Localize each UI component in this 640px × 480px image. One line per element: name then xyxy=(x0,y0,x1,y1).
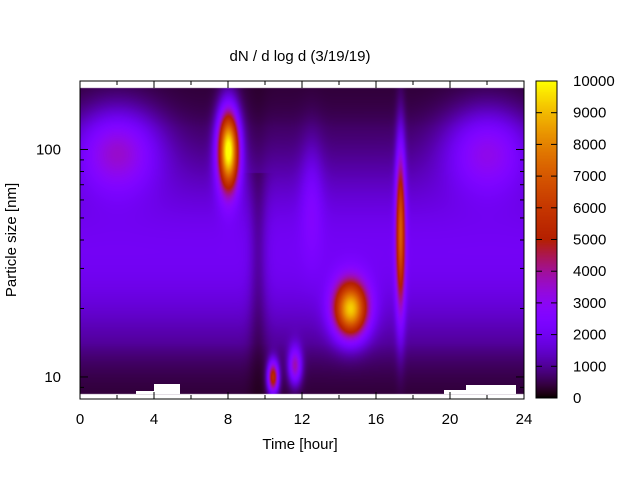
missing-data-patch xyxy=(154,384,180,394)
colorbar-tick-label: 0 xyxy=(573,390,581,407)
y-axis-label: Particle size [nm] xyxy=(3,183,20,297)
heatmap-plot-area xyxy=(79,80,525,400)
colorbar: 0 1000 2000 3000 4000 5000 6000 7000 8000 9000 100… xyxy=(535,73,615,407)
x-tick-label: 16 xyxy=(368,411,385,428)
x-tick-label: 0 xyxy=(76,411,84,428)
colorbar-tick-label: 5000 xyxy=(573,232,606,249)
missing-data-patch xyxy=(444,390,466,394)
colorbar-tick-label: 10000 xyxy=(573,73,615,90)
colorbar-tick-label: 4000 xyxy=(573,263,606,280)
y-tick-label: 10 xyxy=(44,369,61,386)
colorbar-tick-label: 3000 xyxy=(573,295,606,312)
colorbar-tick-label: 7000 xyxy=(573,168,606,185)
missing-data-patch xyxy=(466,385,516,394)
x-tick-label: 8 xyxy=(224,411,232,428)
missing-data-patch xyxy=(136,391,154,394)
chart-title: dN / d log d (3/19/19) xyxy=(230,48,371,65)
y-tick-label: 100 xyxy=(36,141,61,158)
x-tick-label: 20 xyxy=(442,411,459,428)
colorbar-tick-label: 9000 xyxy=(573,105,606,122)
colorbar-ticks: 0 1000 2000 3000 4000 5000 6000 7000 8000 9000 100… xyxy=(536,73,615,407)
colorbar-tick-label: 1000 xyxy=(573,358,606,375)
colorbar-tick-label: 8000 xyxy=(573,136,606,153)
colorbar-tick-label: 6000 xyxy=(573,200,606,217)
x-axis: 0 4 8 12 16 20 24 xyxy=(76,81,533,428)
x-tick-label: 24 xyxy=(516,411,533,428)
x-tick-label: 4 xyxy=(150,411,158,428)
colorbar-tick-label: 2000 xyxy=(573,327,606,344)
x-tick-label: 12 xyxy=(294,411,311,428)
y-axis: 10 100 xyxy=(36,80,524,400)
x-axis-label: Time [hour] xyxy=(262,436,337,453)
